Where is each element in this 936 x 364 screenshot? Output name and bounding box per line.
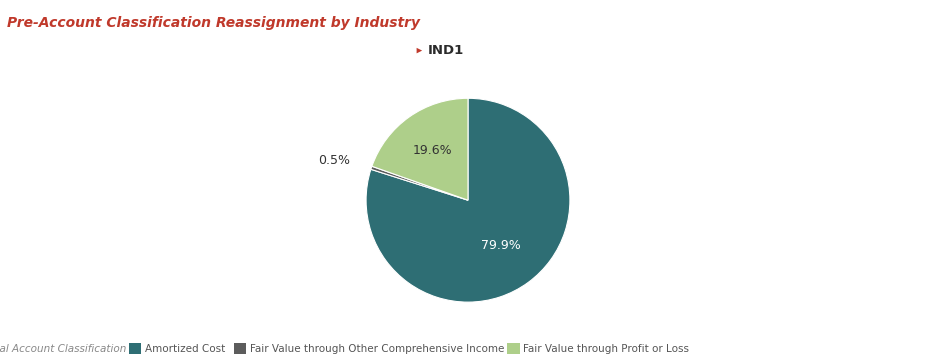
Wedge shape: [372, 98, 468, 200]
FancyBboxPatch shape: [129, 343, 141, 354]
Wedge shape: [366, 98, 570, 302]
Text: 0.5%: 0.5%: [318, 154, 350, 167]
Text: 79.9%: 79.9%: [481, 239, 521, 252]
Text: Amortized Cost: Amortized Cost: [145, 344, 226, 353]
Text: 19.6%: 19.6%: [413, 144, 452, 157]
FancyBboxPatch shape: [234, 343, 246, 354]
Text: Pre-Account Classification Reassignment by Industry: Pre-Account Classification Reassignment …: [7, 16, 420, 30]
Text: Fair Value through Profit or Loss: Fair Value through Profit or Loss: [523, 344, 690, 353]
Text: Fair Value through Other Comprehensive Income: Fair Value through Other Comprehensive I…: [250, 344, 505, 353]
Text: IND1: IND1: [428, 44, 464, 57]
Wedge shape: [371, 166, 468, 200]
FancyBboxPatch shape: [507, 343, 519, 354]
Text: Initial Account Classification: Initial Account Classification: [0, 344, 126, 353]
